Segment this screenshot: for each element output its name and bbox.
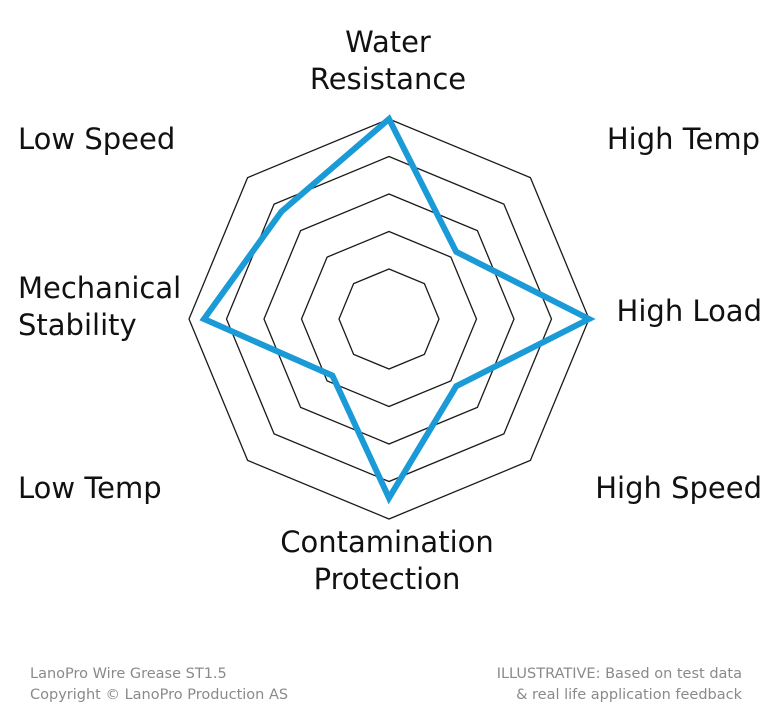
grid-ring-4 xyxy=(225,155,553,483)
axis-label-4: High Speed xyxy=(595,471,762,505)
grid-ring-1 xyxy=(338,268,440,370)
axis-label-3: High Load xyxy=(617,294,762,328)
axis-label-7-line-1: Mechanical xyxy=(18,271,181,305)
axis-label-5: Contamination Protection xyxy=(280,525,494,596)
axis-label-7: Mechanical Stability xyxy=(18,271,181,342)
axis-label-4-line-1: High Speed xyxy=(595,471,762,505)
axis-label-8-line-1: Low Speed xyxy=(18,122,175,156)
disclaimer-line-1: ILLUSTRATIVE: Based on test data xyxy=(496,666,742,682)
radar-grid xyxy=(188,118,590,520)
radar-series xyxy=(199,114,596,505)
axis-label-8: Low Speed xyxy=(18,122,175,156)
axis-label-7-line-2: Stability xyxy=(18,308,137,342)
grid-ring-2 xyxy=(300,230,478,408)
axis-label-5-line-2: Protection xyxy=(314,562,461,596)
axis-label-1: Water Resistance xyxy=(310,25,466,96)
product-name: LanoPro Wire Grease ST1.5 xyxy=(30,666,227,682)
axis-label-6-line-1: Low Temp xyxy=(18,471,162,505)
series-line-1 xyxy=(199,114,596,505)
axis-label-1-line-2: Resistance xyxy=(310,62,466,96)
footer-right: ILLUSTRATIVE: Based on test data & real … xyxy=(497,664,742,706)
grid-ring-5 xyxy=(188,118,590,520)
copyright-text: Copyright © LanoPro Production AS xyxy=(30,687,289,703)
axis-label-2: High Temp xyxy=(607,122,760,156)
axis-labels: Water Resistance High Temp High Load High Sp… xyxy=(18,25,762,596)
axis-label-3-line-1: High Load xyxy=(617,294,762,328)
axis-label-1-line-1: Water xyxy=(345,25,431,59)
footer-left: LanoPro Wire Grease ST1.5 Copyright © La… xyxy=(30,664,288,706)
disclaimer-line-2: & real life application feedback xyxy=(516,687,742,703)
axis-label-6: Low Temp xyxy=(18,471,162,505)
radar-chart: Water Resistance High Temp High Load High Sp… xyxy=(18,25,762,596)
grid-ring-3 xyxy=(263,193,515,445)
axis-label-5-line-1: Contamination xyxy=(280,525,494,559)
axis-label-2-line-1: High Temp xyxy=(607,122,760,156)
